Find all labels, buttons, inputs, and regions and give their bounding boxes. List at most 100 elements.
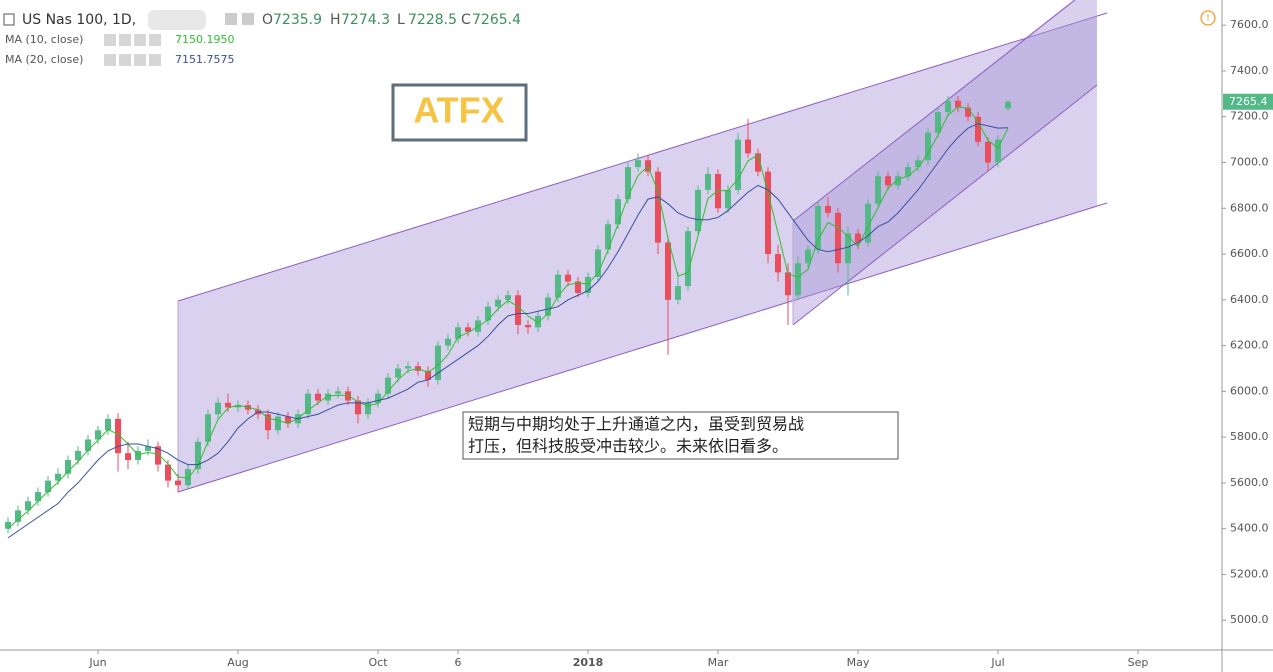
symbol: US Nas 100, 1D, <box>22 12 136 28</box>
ohlc-letter: C <box>461 12 471 28</box>
collapse-icon[interactable] <box>3 13 15 26</box>
icon[interactable] <box>225 13 237 25</box>
candle-body <box>885 176 891 186</box>
channel-lower <box>177 202 1108 493</box>
candle-body <box>705 173 711 190</box>
legend-label: MA (10, close) <box>5 33 83 46</box>
x-tick-label: Aug <box>227 656 248 669</box>
candle-body <box>335 391 341 394</box>
plot <box>5 96 1011 539</box>
y-tick-label: 5200.0 <box>1230 567 1269 580</box>
candle-body <box>375 393 381 403</box>
ohlc-letter: H <box>330 12 341 28</box>
last-price-label: 7265.4 <box>1229 95 1268 108</box>
candle-body <box>925 132 931 161</box>
candle-body <box>635 160 641 168</box>
candle-body <box>695 189 701 232</box>
candle-body <box>325 393 331 401</box>
candle-body <box>615 199 621 225</box>
candle-body <box>865 203 871 243</box>
candle-body <box>435 345 441 380</box>
candle-body <box>215 402 221 415</box>
candle-body <box>515 295 521 325</box>
candle-body <box>795 263 801 296</box>
candle-body <box>835 212 841 264</box>
candle-body <box>455 327 461 339</box>
y-tick-label: 5000.0 <box>1230 613 1269 626</box>
candle-body <box>175 480 181 486</box>
candle-body <box>225 402 231 408</box>
candle-body <box>965 107 971 117</box>
watermark-box <box>391 83 528 142</box>
candle-body <box>275 416 281 431</box>
alert-icon-mark: ! <box>1206 13 1210 24</box>
alert-icon[interactable] <box>1200 10 1216 26</box>
last-price-tag <box>1223 93 1273 110</box>
candle-body <box>905 167 911 177</box>
blurred-field <box>148 10 206 30</box>
candle-body <box>345 391 351 401</box>
ohlc-letter: L <box>397 12 405 28</box>
legend: MA (10, close) 7150.1950 MA (20, close) 715… <box>5 33 235 66</box>
candle-body <box>735 139 741 190</box>
candle-body <box>785 272 791 296</box>
narrow-upper <box>792 0 1076 222</box>
y-tick-label: 6600.0 <box>1230 247 1269 260</box>
legend-icon <box>134 54 146 66</box>
icon[interactable] <box>242 13 254 25</box>
candle-body <box>1005 101 1011 109</box>
ma-line <box>7 106 1009 530</box>
x-tick-label: Mar <box>708 656 729 669</box>
legend-icon <box>134 34 146 46</box>
legend-icon <box>119 34 131 46</box>
x-tick-label: May <box>847 656 870 669</box>
ohlc-value: 7274.3 <box>341 12 390 28</box>
candle-body <box>825 205 831 213</box>
candle-body <box>185 469 191 486</box>
y-tick-label: 5400.0 <box>1230 522 1269 535</box>
candle-body <box>145 446 151 451</box>
ohlc-value: 7235.9 <box>273 12 322 28</box>
y-tick-label: 6800.0 <box>1230 201 1269 214</box>
candle-body <box>25 501 31 511</box>
candle-body <box>895 176 901 186</box>
candle-body <box>355 400 361 415</box>
candle-body <box>505 295 511 300</box>
candle-body <box>945 100 951 113</box>
y-tick-label: 6000.0 <box>1230 384 1269 397</box>
candle-body <box>625 167 631 200</box>
y-tick-label: 5600.0 <box>1230 476 1269 489</box>
candle-body <box>725 189 731 209</box>
candle-body <box>55 473 61 481</box>
candle-body <box>285 416 291 424</box>
ohlc-letter: O <box>262 12 273 28</box>
legend-label: MA (20, close) <box>5 53 83 66</box>
candle-body <box>585 276 591 293</box>
candle-body <box>115 418 121 454</box>
candle-body <box>395 368 401 378</box>
candle-body <box>975 116 981 142</box>
candle-body <box>495 299 501 307</box>
candle-body <box>555 274 561 298</box>
candle-body <box>305 393 311 415</box>
candle-body <box>605 224 611 250</box>
candle-body <box>535 315 541 328</box>
candle-body <box>765 171 771 255</box>
candle-body <box>815 205 821 250</box>
x-tick-label: 6 <box>455 656 462 669</box>
x-tick-label: Jul <box>990 656 1004 669</box>
ma-line <box>7 123 1009 539</box>
x-tick-label: 2018 <box>573 656 604 669</box>
candle-body <box>195 441 201 470</box>
y-tick-label: 5800.0 <box>1230 430 1269 443</box>
candle-body <box>935 112 941 133</box>
candle-body <box>805 249 811 264</box>
candle-body <box>755 153 761 172</box>
candle-body <box>205 414 211 442</box>
candle-body <box>655 171 661 243</box>
annotation-line: 短期与中期均处于上升通道之内，虽受到贸易战 <box>468 415 804 434</box>
candle-body <box>745 139 751 154</box>
candle-body <box>35 492 41 502</box>
candle-body <box>875 176 881 204</box>
